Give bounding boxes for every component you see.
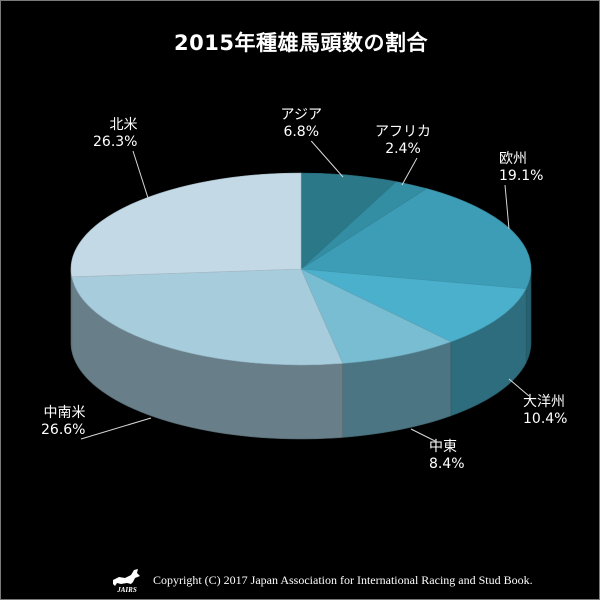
footer: JAIRS Copyright (C) 2017 Japan Associati… (107, 565, 533, 595)
leader-line-1 (310, 140, 344, 178)
slice-value-3: 19.1% (499, 168, 544, 184)
pie-slice-5 (300, 268, 452, 364)
horse-logo-icon: JAIRS (113, 569, 140, 594)
copyright-text: Copyright (C) 2017 Japan Association for… (153, 572, 533, 587)
slice-name-7: 北米 (109, 117, 138, 133)
pie-slice-6 (71, 268, 344, 366)
slice-label-4: 大洋州 10.4% (523, 394, 567, 428)
pie-side-7 (70, 268, 73, 351)
slice-label-2: アフリカ 2.4% (375, 124, 431, 158)
leader-line-2 (401, 157, 418, 186)
slice-name-2: アフリカ (375, 124, 431, 140)
slice-name-1: アジア (280, 107, 322, 123)
slice-label-3: 欧州 19.1% (499, 151, 543, 185)
slice-value-1: 6.8% (283, 124, 320, 140)
slice-label-7: 北米 26.3% (93, 117, 137, 151)
slice-value-4: 10.4% (523, 411, 568, 427)
leader-line-5 (410, 428, 436, 442)
slice-name-5: 中東 (429, 439, 457, 455)
slice-name-4: 大洋州 (523, 394, 565, 410)
leader-line-3 (504, 184, 510, 230)
slice-label-5: 中東 8.4% (429, 439, 465, 473)
chart-title: 2015年種雄馬頭数の割合 (174, 31, 428, 55)
slice-name-6: 中南米 (43, 405, 86, 421)
slice-label-1: アジア 6.8% (281, 107, 322, 141)
slice-value-6: 26.6% (41, 422, 86, 438)
slice-value-7: 26.3% (93, 134, 138, 150)
slice-value-5: 8.4% (429, 456, 465, 472)
pie-slice-4 (300, 268, 527, 343)
pie-slice-3 (300, 188, 532, 290)
slice-label-6: 中南米 26.6% (41, 405, 85, 439)
pie-slice-7 (70, 172, 302, 278)
leader-line-6 (80, 417, 152, 440)
leader-line-4 (508, 378, 530, 397)
logo-text: JAIRS (116, 586, 137, 594)
leader-line-7 (132, 150, 150, 202)
slice-value-2: 2.4% (385, 141, 421, 157)
slice-name-3: 欧州 (499, 151, 527, 167)
